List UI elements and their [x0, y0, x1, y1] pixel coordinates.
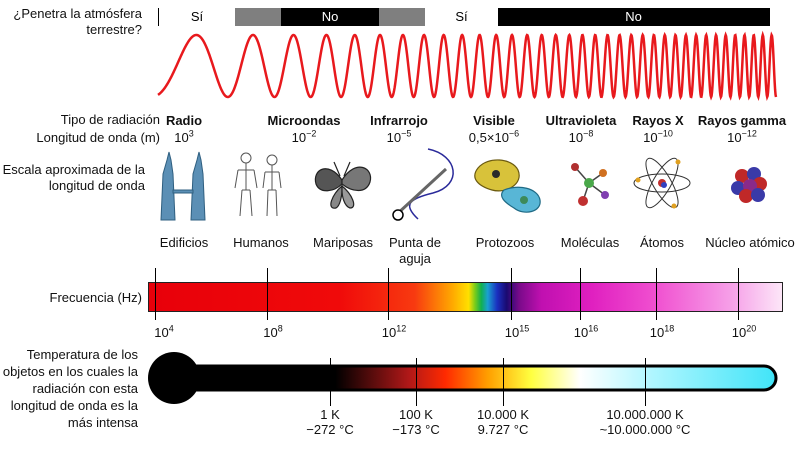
temperature-tick: [416, 358, 417, 406]
wavelength-gamma: 10−12: [727, 128, 757, 145]
object-atoms: Átomos: [639, 235, 685, 250]
frequency-tick: [155, 268, 156, 320]
temperature-label: Temperatura de los objetos en los cuales…: [2, 347, 138, 430]
protozoa-icon: [474, 159, 541, 213]
penetration-segment-partial-2: [379, 8, 425, 26]
atom-icon: [633, 157, 691, 209]
frequency-tick-label: 1012: [381, 323, 407, 340]
frequency-tick: [738, 268, 739, 320]
radiation-name-gamma: Rayos gamma: [697, 113, 787, 128]
penetration-segment-no-2: No: [498, 8, 769, 26]
humans-icon: [234, 152, 282, 217]
radiation-name-infrared: Infrarrojo: [370, 113, 428, 128]
object-protozoa: Protozoos: [475, 235, 535, 250]
towers-icon: [160, 151, 206, 221]
wavelength-label: Longitud de onda (m): [36, 130, 160, 145]
wavelength-xray: 10−10: [643, 128, 673, 145]
scale-label: Escala aproximada de la longitud de onda: [2, 162, 145, 193]
object-butterflies: Mariposas: [313, 235, 373, 250]
frequency-spectrum-bar: [148, 282, 783, 312]
frequency-tick: [388, 268, 389, 320]
temperature-tick-label-1k: 1 K −272 °C: [306, 407, 354, 437]
temperature-tick: [330, 358, 331, 406]
frequency-tick-label: 104: [154, 323, 174, 340]
frequency-tick-label: 108: [263, 323, 283, 340]
penetration-segment-yes-1: Sí: [159, 8, 235, 26]
frequency-tick: [580, 268, 581, 320]
frequency-tick: [656, 268, 657, 320]
radiation-name-radio: Radio: [165, 113, 203, 128]
object-humans: Humanos: [233, 235, 289, 250]
molecule-icon: [571, 163, 609, 206]
object-molecules: Moléculas: [560, 235, 620, 250]
wavelength-radio: 103: [174, 128, 194, 145]
frequency-tick-label: 1015: [504, 323, 530, 340]
wavelength-microwave: 10−2: [291, 128, 317, 145]
temperature-tick-label-10000k: 10.000 K 9.727 °C: [476, 407, 530, 437]
frequency-tick: [511, 268, 512, 320]
butterfly-icon: [314, 161, 372, 209]
wavelength-infrared: 10−5: [386, 128, 412, 145]
needle-icon: [392, 148, 454, 221]
wavelength-wave: [157, 30, 778, 101]
radiation-type-label: Tipo de radiación: [60, 112, 160, 127]
frequency-tick-label: 1018: [649, 323, 675, 340]
frequency-tick-label: 1016: [573, 323, 599, 340]
penetration-segment-no-1: No: [281, 8, 379, 26]
frequency-tick-label: 1020: [731, 323, 757, 340]
wavelength-ultraviolet: 10−8: [568, 128, 594, 145]
frequency-label: Frecuencia (Hz): [49, 290, 142, 305]
atmosphere-question: ¿Penetra la atmósfera terrestre?: [13, 6, 142, 37]
nucleus-icon: [731, 167, 767, 203]
radiation-name-visible: Visible: [473, 113, 515, 128]
frequency-tick: [267, 268, 268, 320]
object-buildings: Edificios: [159, 235, 209, 250]
radiation-name-xray: Rayos X: [632, 113, 684, 128]
penetration-segment-partial-1: [235, 8, 281, 26]
thermometer: [148, 352, 778, 404]
temperature-tick: [645, 358, 646, 406]
radiation-name-ultraviolet: Ultravioleta: [545, 113, 617, 128]
wavelength-visible: 0,5×10−6: [468, 128, 520, 145]
temperature-tick-label-100k: 100 K −173 °C: [392, 407, 440, 437]
penetration-segment-yes-2: Sí: [425, 8, 498, 26]
temperature-tick: [503, 358, 504, 406]
radiation-name-microwave: Microondas: [267, 113, 341, 128]
object-atomic-nucleus: Núcleo atómico: [705, 235, 795, 250]
object-needle-point: Punta de aguja: [388, 235, 442, 266]
temperature-tick-label-10000000k: 10.000.000 K ~10.000.000 °C: [599, 407, 691, 437]
